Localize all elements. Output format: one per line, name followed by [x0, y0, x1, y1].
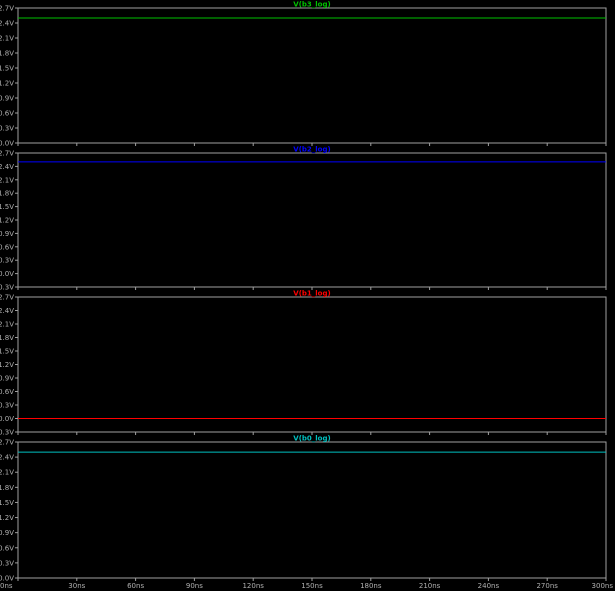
plot-pane[interactable]: 0.0V 0.3V 0.6V 0.9V 1.2V 1.5V 1.8V 2.1V 2.4V 2.7V… [0, 1, 607, 148]
y-tick-label: 0.3V [0, 402, 14, 410]
y-tick-label: 2.4V [0, 307, 14, 315]
y-tick-label: 0.9V [0, 375, 14, 383]
y-tick-label: 0.6V [0, 243, 14, 251]
y-tick-label: 2.7V [0, 439, 14, 447]
x-tick-label: 180ns [360, 582, 382, 590]
y-tick-label: 2.4V [0, 454, 14, 462]
y-tick-label: 0.0V [0, 270, 14, 278]
x-tick-label: 30ns [68, 582, 85, 590]
x-tick-label: 300ns [592, 582, 614, 590]
plot-frame [17, 152, 607, 288]
y-tick-label: 1.5V [0, 203, 14, 211]
y-tick-label: 1.2V [0, 514, 14, 522]
y-tick-label: 0.6V [0, 388, 14, 396]
y-tick-label: 0.6V [0, 544, 14, 552]
y-tick-label: 1.2V [0, 80, 14, 88]
x-tick-label: 0ns [0, 582, 13, 590]
x-tick-label: 150ns [301, 582, 323, 590]
y-tick-label: 2.7V [0, 5, 14, 13]
trace-title[interactable]: V(b1_log) [293, 290, 330, 298]
y-tick-label: 2.7V [0, 294, 14, 302]
plot-pane[interactable]: -0.3V 0.0V 0.3V 0.6V 0.9V 1.2V 1.5V 1.8V 2.1V 2.4… [0, 146, 607, 292]
y-tick-label: 2.7V [0, 150, 14, 158]
plot-frame [17, 441, 607, 579]
y-tick-label: 1.2V [0, 217, 14, 225]
y-tick-label: 2.4V [0, 20, 14, 28]
y-tick-label: 1.8V [0, 50, 14, 58]
y-tick-label: 1.8V [0, 484, 14, 492]
y-tick-label: 0.0V [0, 415, 14, 423]
y-tick-label: 1.8V [0, 334, 14, 342]
y-tick-label: 0.3V [0, 559, 14, 567]
y-tick-label: 2.1V [0, 321, 14, 329]
y-tick-label: 0.9V [0, 95, 14, 103]
y-tick-label: 2.1V [0, 35, 14, 43]
y-tick-label: 2.1V [0, 176, 14, 184]
y-tick-label: 1.5V [0, 65, 14, 73]
y-tick-label: 0.9V [0, 529, 14, 537]
plot-frame [17, 296, 607, 433]
y-tick-label: 0.3V [0, 125, 14, 133]
y-tick-label: 0.9V [0, 230, 14, 238]
y-tick-label: -0.3V [0, 429, 14, 437]
x-tick-label: 210ns [419, 582, 441, 590]
y-tick-label: 0.3V [0, 257, 14, 265]
trace-title[interactable]: V(b3_log) [293, 1, 330, 9]
plot-pane[interactable]: 0.0V 0.3V 0.6V 0.9V 1.2V 1.5V 1.8V 2.1V 2.4V 2.7V… [0, 435, 607, 583]
y-tick-label: -0.3V [0, 284, 14, 292]
trace-title[interactable]: V(b0_log) [293, 435, 330, 443]
y-tick-label: 1.2V [0, 361, 14, 369]
x-tick-label: 240ns [478, 582, 500, 590]
y-tick-label: 2.1V [0, 469, 14, 477]
trace-title[interactable]: V(b2_log) [293, 146, 330, 154]
y-tick-label: 0.0V [0, 140, 14, 148]
y-tick-label: 0.6V [0, 110, 14, 118]
y-tick-label: 2.4V [0, 163, 14, 171]
x-tick-label: 120ns [242, 582, 264, 590]
plot-frame [17, 7, 607, 144]
x-tick-label: 60ns [127, 582, 144, 590]
y-tick-label: 1.8V [0, 190, 14, 198]
y-tick-label: 1.5V [0, 499, 14, 507]
x-tick-label: 90ns [186, 582, 203, 590]
plot-pane[interactable]: -0.3V 0.0V 0.3V 0.6V 0.9V 1.2V 1.5V 1.8V 2.1V 2.4… [0, 290, 607, 437]
y-tick-label: 0.0V [0, 575, 14, 583]
x-tick-label: 270ns [536, 582, 558, 590]
y-tick-label: 1.5V [0, 348, 14, 356]
